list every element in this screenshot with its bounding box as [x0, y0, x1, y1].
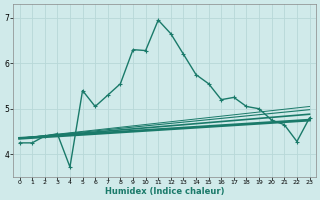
X-axis label: Humidex (Indice chaleur): Humidex (Indice chaleur) — [105, 187, 224, 196]
